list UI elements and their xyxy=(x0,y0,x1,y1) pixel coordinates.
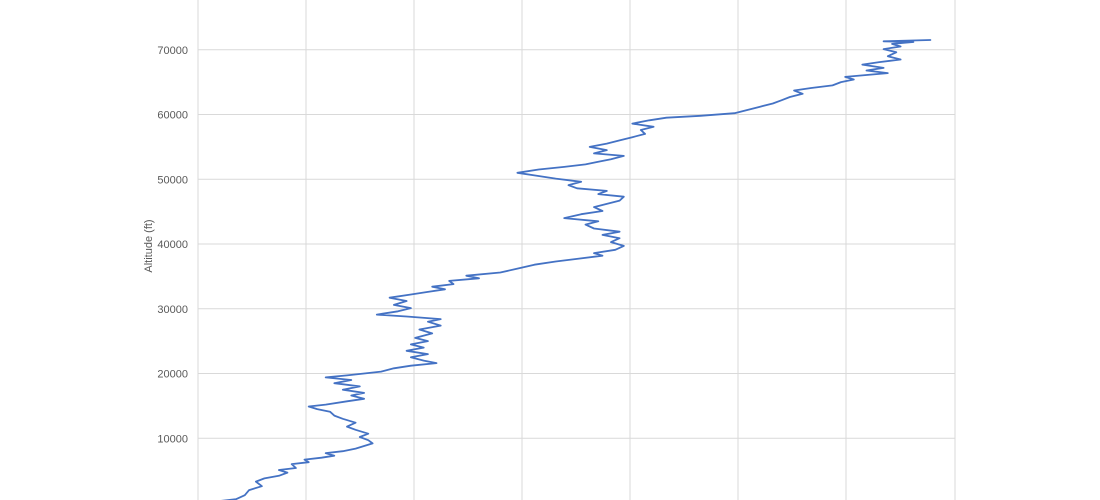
y-tick-label: 50000 xyxy=(157,174,188,186)
y-tick-label: 30000 xyxy=(157,304,188,316)
y-axis-tick-labels: 10000 20000 30000 40000 50000 60000 70000 xyxy=(157,45,188,446)
vertical-gridlines xyxy=(197,0,956,500)
y-tick-label: 20000 xyxy=(157,369,188,381)
y-tick-label: 40000 xyxy=(157,239,188,251)
y-axis-title: Altitude (ft) xyxy=(143,219,155,272)
y-tick-label: 70000 xyxy=(157,45,188,57)
y-tick-label: 10000 xyxy=(157,433,188,445)
y-tick-label: 60000 xyxy=(157,110,188,122)
altitude-series-line xyxy=(220,39,932,500)
horizontal-gridlines xyxy=(198,49,955,439)
series-layer xyxy=(220,39,932,500)
